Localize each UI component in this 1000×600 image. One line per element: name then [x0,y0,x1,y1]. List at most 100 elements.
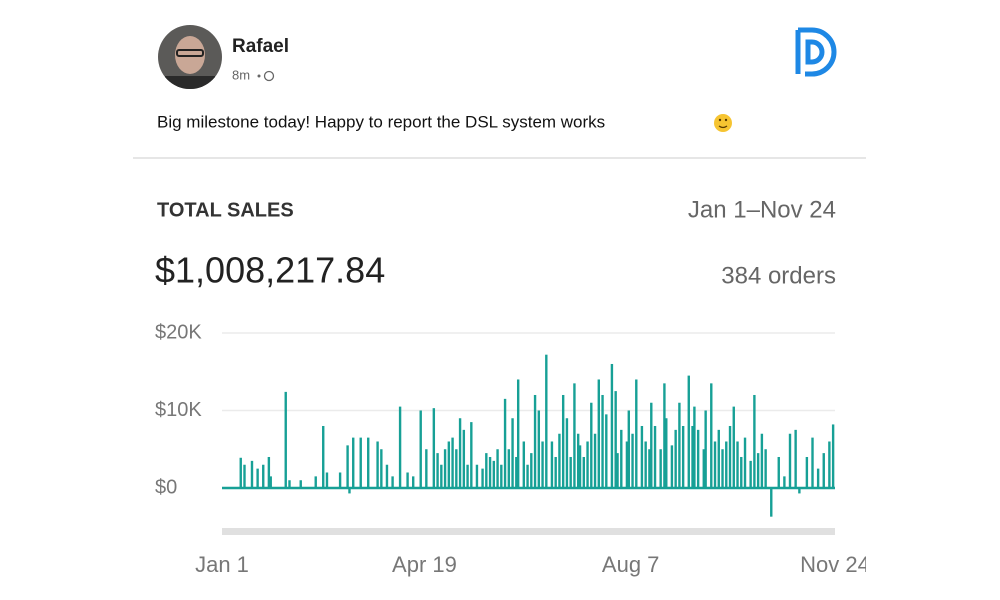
bar [269,476,272,488]
bar [653,425,657,488]
bar [550,441,554,488]
bar [816,468,820,488]
bar [749,460,752,488]
bar [783,476,786,488]
bar [569,456,572,488]
bar [811,437,814,488]
avatar-figure [165,36,215,89]
bar [537,410,541,488]
bar [614,391,617,488]
bar [496,449,499,488]
post-time: 8m [232,67,250,82]
bar [648,449,651,488]
date-range: Jan 1–Nov 24 [688,196,836,223]
bar [267,456,271,488]
x-tick-label: Nov 24 [800,552,870,577]
bar [644,441,647,488]
bar [243,464,246,488]
bar [288,480,291,488]
bar [500,464,503,488]
bar [576,433,580,488]
bar [451,437,454,488]
bar [764,449,767,488]
bar [325,472,329,488]
bar [597,379,600,488]
bar [515,456,518,488]
scroll-track[interactable] [222,528,835,535]
x-tick-label: Apr 19 [392,552,457,577]
bar [406,472,409,488]
bar [367,437,370,488]
bar [627,410,630,488]
bar [728,425,732,488]
bar [674,429,677,488]
globe-icon [263,70,275,82]
bar [507,449,511,488]
bar [691,425,694,488]
bar [670,445,674,488]
bar [262,464,265,488]
bar [704,410,707,488]
bar [681,425,685,488]
bar [777,456,780,488]
bar [565,418,569,488]
bar [756,453,760,488]
bar [391,476,394,488]
bar [760,433,764,488]
y-tick-label: $20K [155,321,202,343]
bar [447,441,451,488]
bar [601,394,604,488]
x-tick-label: Aug 7 [602,552,660,577]
bar [470,422,473,488]
y-tick-label: $0 [155,476,177,498]
bar [693,406,696,488]
bar [740,456,743,488]
bar [352,437,355,488]
bar [620,429,623,488]
x-tick-label: Jan 1 [195,552,249,577]
bar [554,456,557,488]
bar [798,487,801,494]
bar [663,383,666,488]
bar [573,383,576,488]
bar [385,464,389,488]
bar [710,383,713,488]
bar [299,480,302,488]
bar [558,433,561,488]
bar [455,449,458,488]
bar [541,441,544,488]
bar [436,453,439,488]
bar [717,429,720,488]
avatar[interactable] [158,25,222,96]
bar [239,457,242,488]
bar [348,487,351,494]
bar [725,441,728,488]
bar [753,394,756,488]
bar [635,379,638,488]
bar [631,433,634,488]
bar [284,391,287,488]
author-name[interactable]: Rafael [232,36,289,57]
bar [743,437,747,488]
bar [687,375,690,488]
bar [398,406,402,488]
bar [831,424,835,488]
company-logo[interactable] [795,27,837,77]
bar [481,468,484,488]
bar [665,418,668,488]
bar [458,418,462,488]
bar [640,425,644,488]
bar [805,456,809,488]
bar [625,441,629,488]
bar [462,429,466,488]
bar [488,456,492,488]
bar [432,408,436,488]
bar [492,460,496,488]
bar [650,402,653,488]
y-tick-label: $10K [155,399,202,421]
sales-chart: $0 $10K $20K Jan 1 Apr 19 Aug 7 Nov 24 [155,321,870,577]
bar [530,453,533,488]
bar [526,464,529,488]
bar [605,414,608,488]
bar [702,449,705,488]
